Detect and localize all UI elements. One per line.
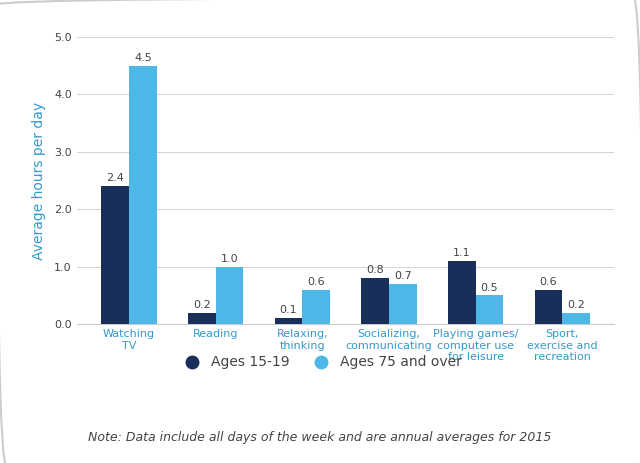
- Text: 4.5: 4.5: [134, 53, 152, 63]
- Y-axis label: Average hours per day: Average hours per day: [32, 101, 46, 260]
- Bar: [361, 278, 389, 324]
- Text: 1.1: 1.1: [453, 248, 470, 258]
- Bar: [216, 267, 243, 324]
- Text: Note: Data include all days of the week and are annual averages for 2015: Note: Data include all days of the week …: [88, 432, 552, 444]
- Bar: [188, 313, 216, 324]
- Legend: Ages 15-19, Ages 75 and over: Ages 15-19, Ages 75 and over: [173, 350, 467, 375]
- Bar: [275, 319, 302, 324]
- Text: 0.5: 0.5: [481, 282, 499, 293]
- Bar: [476, 295, 503, 324]
- Text: 0.6: 0.6: [540, 277, 557, 287]
- Text: 0.8: 0.8: [366, 265, 384, 275]
- Text: 0.1: 0.1: [280, 306, 297, 315]
- Bar: [129, 66, 157, 324]
- Text: 0.2: 0.2: [193, 300, 211, 310]
- Text: 0.2: 0.2: [567, 300, 585, 310]
- Bar: [562, 313, 590, 324]
- Text: 1.0: 1.0: [221, 254, 238, 264]
- Bar: [389, 284, 417, 324]
- Bar: [302, 290, 330, 324]
- Bar: [534, 290, 562, 324]
- Text: 0.7: 0.7: [394, 271, 412, 281]
- Bar: [101, 186, 129, 324]
- Text: 0.6: 0.6: [307, 277, 325, 287]
- Bar: [448, 261, 476, 324]
- Text: 2.4: 2.4: [106, 174, 124, 183]
